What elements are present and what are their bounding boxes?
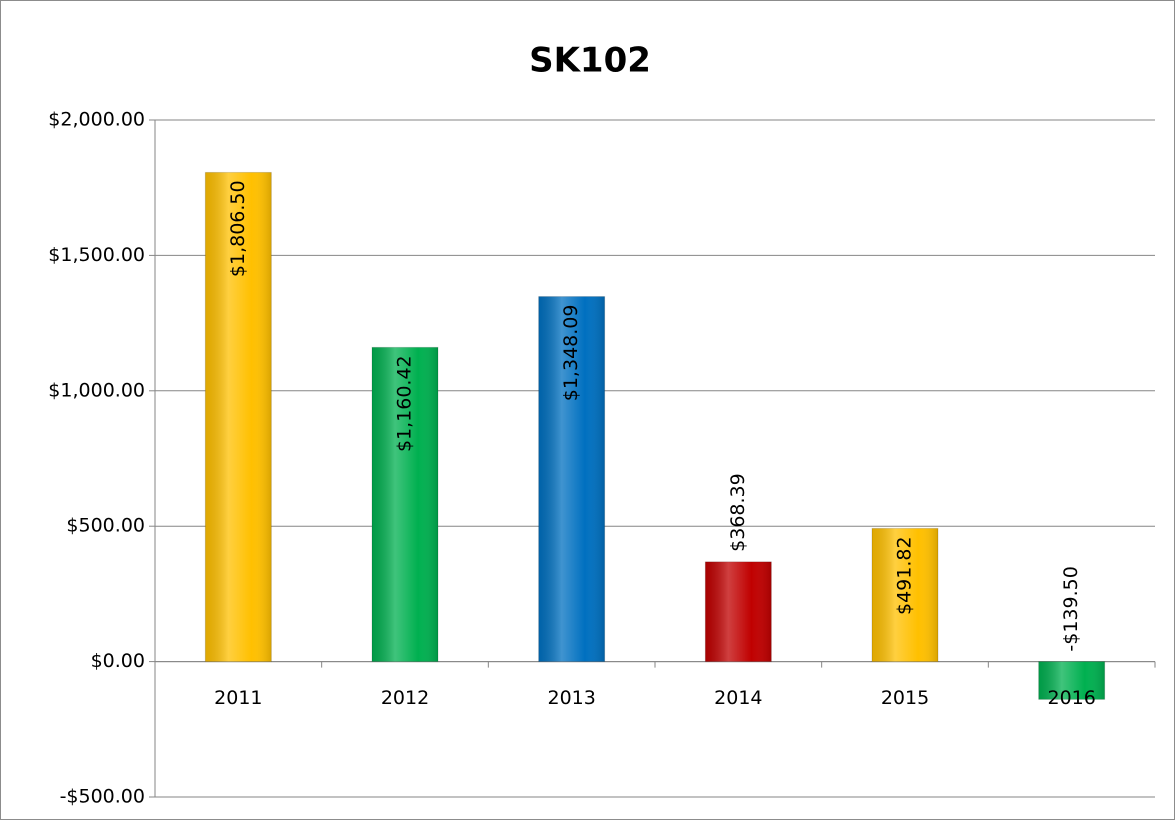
x-tick-label: 2012 [381, 687, 429, 709]
bar-shine [705, 561, 772, 662]
data-label: -$139.50 [1060, 566, 1082, 651]
data-label: $491.82 [894, 536, 916, 615]
y-tick-label: $500.00 [66, 515, 145, 537]
y-tick-label: $1,500.00 [48, 244, 145, 266]
bar-shine [205, 172, 272, 662]
x-tick-label: 2013 [547, 687, 595, 709]
x-tick-label: 2015 [881, 687, 929, 709]
data-label: $1,160.42 [394, 355, 416, 452]
bar-shine [1038, 661, 1105, 700]
bar-shine [372, 347, 438, 662]
x-tick-label: 2016 [1047, 687, 1095, 709]
x-tick-label: 2011 [214, 687, 262, 709]
bar-shine [538, 296, 605, 662]
data-label: $368.39 [727, 473, 749, 552]
bar-shine [872, 528, 938, 662]
data-label: $1,348.09 [560, 305, 582, 402]
data-label: $1,806.50 [227, 180, 249, 277]
chart-title: SK102 [529, 41, 651, 81]
y-tick-label: -$500.00 [60, 786, 145, 808]
y-tick-label: $0.00 [91, 650, 145, 672]
x-tick-label: 2014 [714, 687, 762, 709]
y-tick-label: $1,000.00 [48, 379, 145, 401]
y-tick-label: $2,000.00 [48, 109, 145, 131]
